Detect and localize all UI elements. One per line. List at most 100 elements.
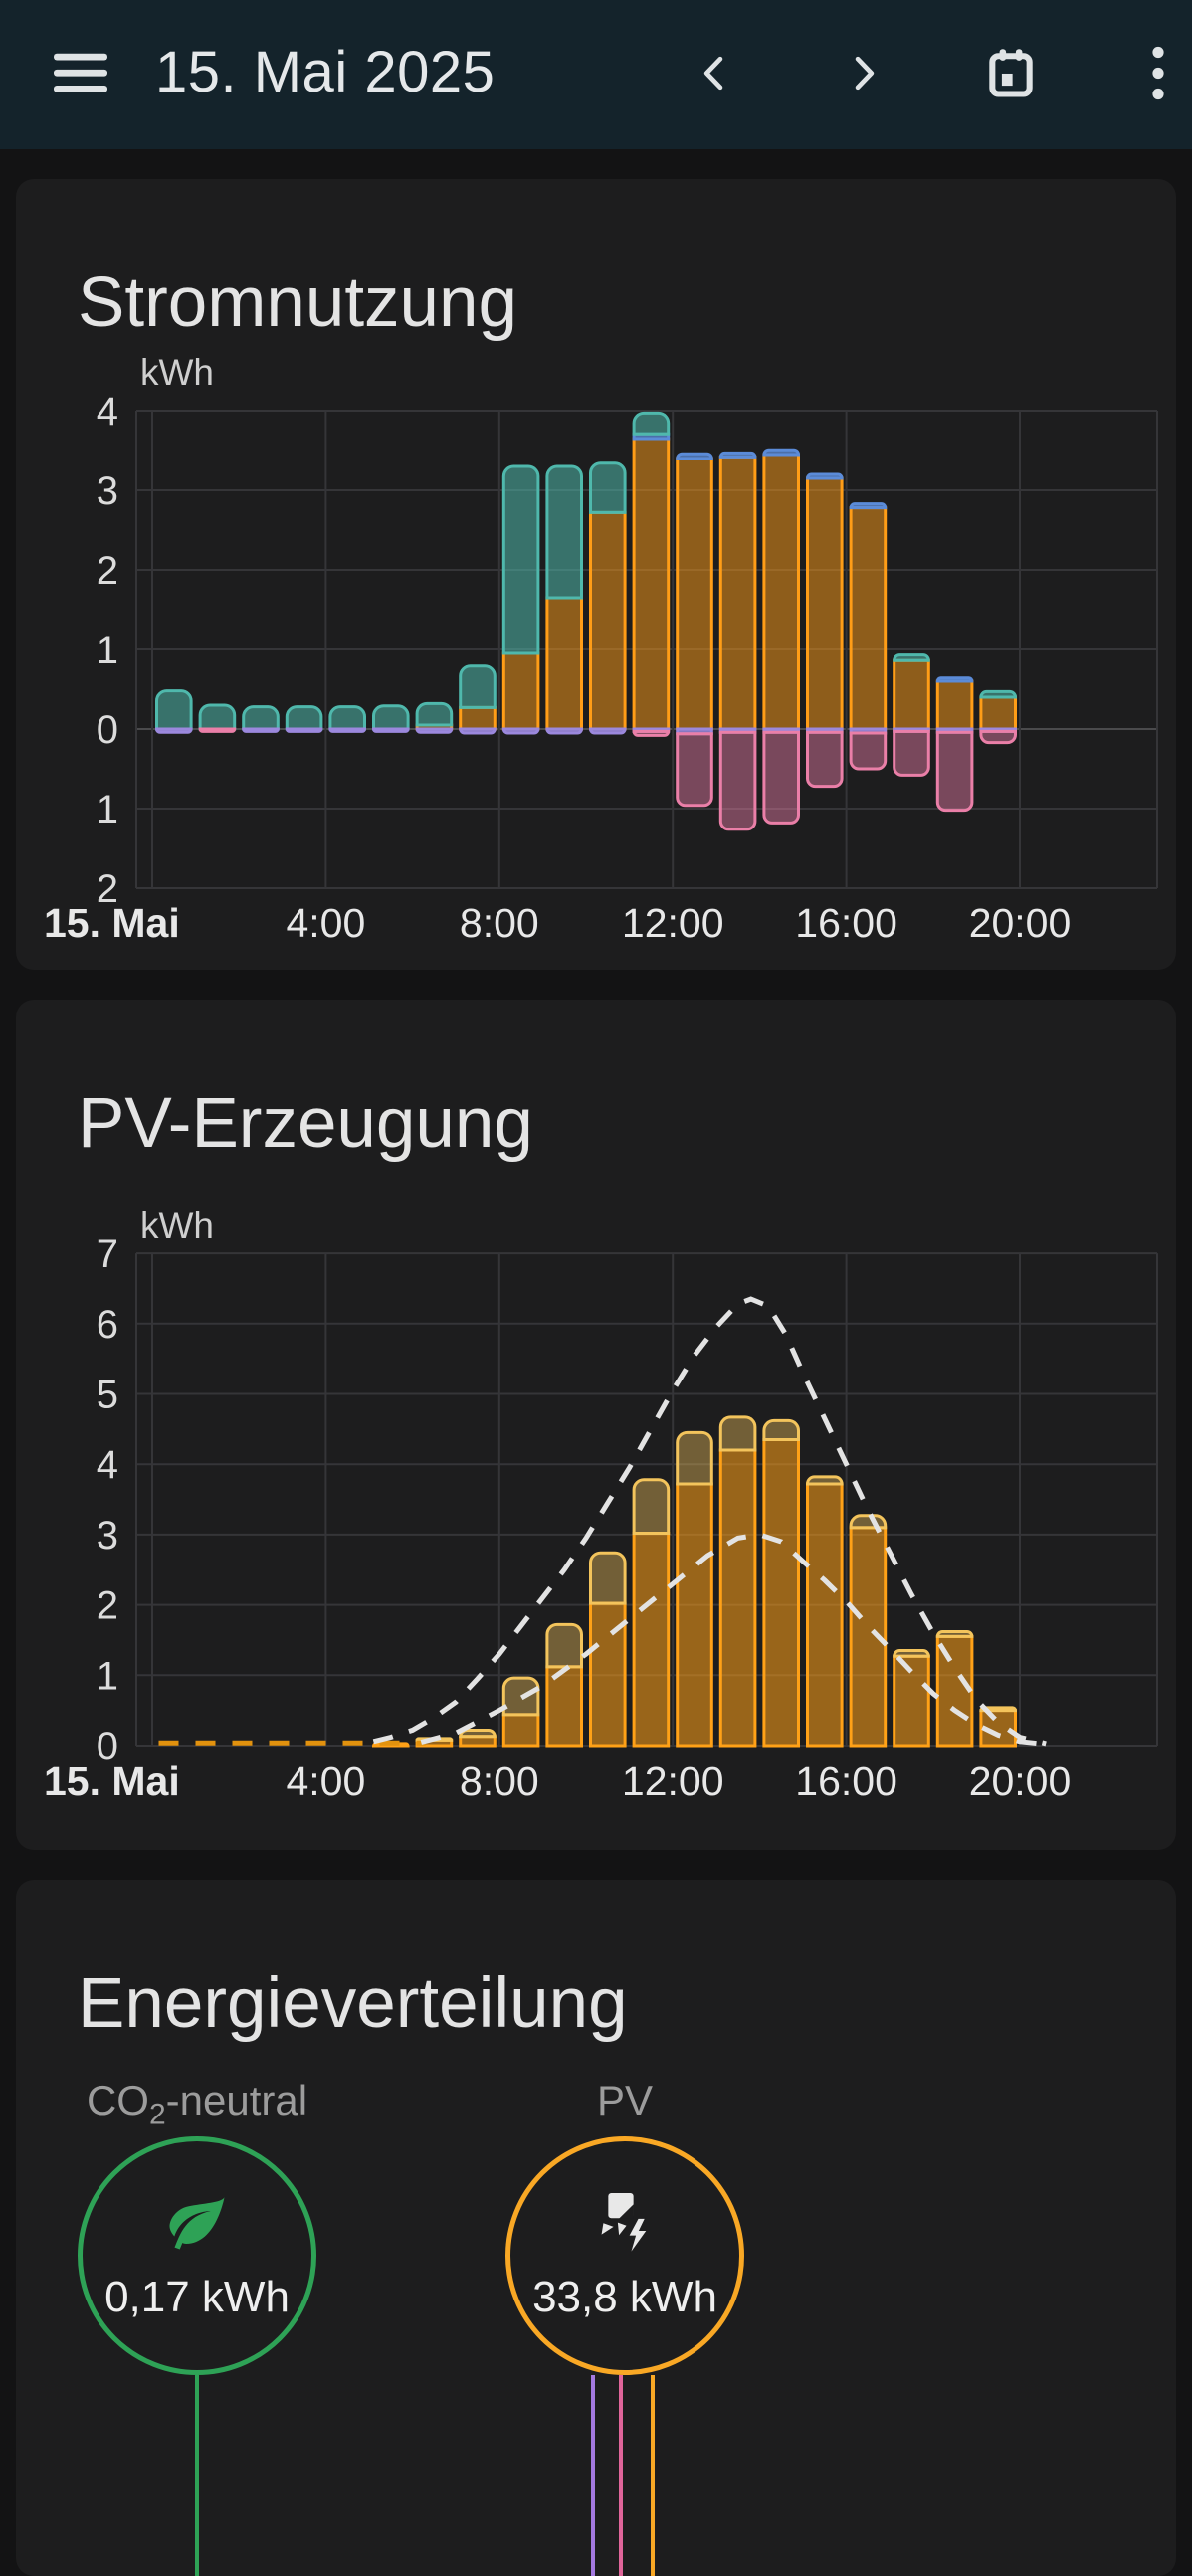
battery-charging-bar[interactable]: [415, 727, 454, 734]
battery-consumption-bar[interactable]: [632, 411, 671, 436]
x-tick-label: 8:00: [460, 900, 539, 946]
grid-return-bar[interactable]: [198, 727, 237, 733]
grid-return-bar[interactable]: [676, 732, 713, 808]
battery-consumption-bar[interactable]: [979, 689, 1018, 699]
battery-consumption-bar[interactable]: [589, 461, 627, 514]
solar-consumption-bar[interactable]: [762, 453, 800, 731]
grid-return-bar[interactable]: [718, 730, 757, 831]
battery-consumption-bar[interactable]: [893, 653, 930, 662]
battery-charging-bar[interactable]: [588, 727, 627, 735]
grid-consumption-bar[interactable]: [762, 448, 801, 457]
solar-consumption-bar[interactable]: [676, 457, 713, 731]
pv-production-2-bar[interactable]: [935, 1629, 974, 1638]
kebab-menu-icon: [1150, 45, 1166, 105]
pv-label: PV: [596, 2077, 654, 2123]
solar-consumption-bar[interactable]: [501, 651, 540, 731]
previous-day-button[interactable]: [693, 51, 738, 99]
grid-return-bar[interactable]: [762, 730, 800, 825]
pv-production-2-bar[interactable]: [762, 1418, 800, 1441]
card-title: Energieverteilung: [78, 1964, 628, 2043]
battery-consumption-bar[interactable]: [372, 704, 410, 731]
grid-consumption-bar[interactable]: [718, 451, 757, 459]
x-tick-label: 20:00: [969, 900, 1072, 946]
pv-production-1-bar[interactable]: [545, 1665, 583, 1748]
battery-charging-bar[interactable]: [459, 727, 497, 735]
pv-production-2-bar[interactable]: [545, 1622, 583, 1669]
x-tick-label: 8:00: [460, 1758, 539, 1804]
pv-production-1-bar[interactable]: [718, 1448, 757, 1748]
battery-consumption-bar[interactable]: [285, 705, 323, 731]
battery-charging-bar[interactable]: [154, 727, 193, 734]
overflow-menu-button[interactable]: [1150, 45, 1166, 105]
battery-consumption-bar[interactable]: [501, 464, 540, 655]
y-tick-label: 2: [97, 867, 118, 911]
pv-production-2-bar[interactable]: [676, 1430, 713, 1486]
pv-production-1-bar[interactable]: [762, 1437, 800, 1748]
solar-consumption-bar[interactable]: [979, 695, 1017, 731]
y-tick-label: 4: [97, 390, 118, 434]
solar-consumption-bar[interactable]: [632, 437, 671, 731]
grid-return-bar[interactable]: [632, 729, 671, 737]
menu-button[interactable]: [54, 52, 107, 98]
pv-circle: 33,8 kWh: [505, 2136, 744, 2375]
grid-return-bar[interactable]: [935, 730, 974, 813]
pv-production-2-bar[interactable]: [589, 1551, 627, 1605]
battery-charging-bar[interactable]: [242, 727, 280, 733]
battery-consumption-bar[interactable]: [242, 705, 280, 731]
app-bar: 15. Mai 2025: [0, 0, 1192, 149]
grid-consumption-bar[interactable]: [805, 472, 844, 480]
solar-consumption-bar[interactable]: [893, 658, 930, 731]
pv-forecast-total-line: [372, 1296, 1047, 1747]
date-title: 15. Mai 2025: [155, 39, 496, 104]
solar-consumption-bar[interactable]: [545, 596, 583, 731]
battery-charging-bar[interactable]: [328, 727, 367, 733]
calendar-button[interactable]: [983, 46, 1039, 104]
grid-consumption-bar[interactable]: [935, 676, 974, 683]
grid-return-bar[interactable]: [979, 729, 1017, 745]
battery-consumption-bar[interactable]: [459, 664, 497, 709]
pv-production-2-bar[interactable]: [849, 1514, 888, 1530]
y-tick-label: 2: [97, 1584, 118, 1628]
pv-production-2-bar[interactable]: [893, 1649, 930, 1658]
y-tick-label: 0: [97, 1725, 118, 1768]
battery-charging-bar[interactable]: [371, 727, 410, 733]
battery-charging-bar[interactable]: [501, 727, 540, 735]
solar-consumption-bar[interactable]: [806, 476, 844, 731]
grid-consumption-bar[interactable]: [676, 452, 713, 460]
battery-charging-bar[interactable]: [285, 727, 323, 733]
flow-line-battery: [591, 2375, 595, 2576]
solar-consumption-bar[interactable]: [718, 455, 757, 731]
grid-return-bar[interactable]: [806, 730, 844, 789]
card-title: Stromnutzung: [78, 264, 518, 342]
x-tick-label: 4:00: [286, 1758, 365, 1804]
grid-return-bar[interactable]: [893, 729, 930, 777]
battery-charging-bar[interactable]: [545, 727, 584, 735]
solar-consumption-bar[interactable]: [935, 679, 974, 731]
battery-consumption-bar[interactable]: [415, 701, 454, 727]
pv-production-2-bar[interactable]: [718, 1415, 757, 1452]
pv-production-2-bar[interactable]: [979, 1706, 1018, 1713]
electricity-usage-chart[interactable]: 4 3 2 1 0 1 2 kWh 15. Mai 4:00 8:00 12:00 16:00 20:00: [16, 179, 1176, 970]
x-tick-label: 16:00: [795, 1758, 897, 1804]
next-day-button[interactable]: [840, 51, 886, 99]
pv-production-2-bar[interactable]: [459, 1728, 497, 1739]
x-tick-label: 12:00: [622, 1758, 724, 1804]
battery-consumption-bar[interactable]: [328, 705, 366, 731]
solar-consumption-bar[interactable]: [589, 510, 627, 731]
pv-production-1-bar[interactable]: [806, 1482, 844, 1748]
grid-return-bar[interactable]: [849, 731, 888, 771]
pv-production-2-bar[interactable]: [632, 1478, 671, 1535]
battery-consumption-bar[interactable]: [545, 464, 583, 600]
solar-consumption-bar[interactable]: [849, 506, 888, 731]
grid-consumption-bar[interactable]: [849, 502, 888, 510]
pv-production-2-bar[interactable]: [805, 1475, 844, 1486]
solar-consumption-bar[interactable]: [459, 705, 497, 731]
battery-consumption-bar[interactable]: [155, 689, 193, 731]
pv-production-1-bar[interactable]: [632, 1531, 671, 1748]
pv-production-chart[interactable]: 7 6 5 4 3 2 1 0 kWh 15. Mai 4:00 8:00 12:00 16:00 20:0…: [16, 1000, 1176, 1850]
pv-production-1-bar[interactable]: [676, 1482, 713, 1748]
pv-production-1-bar[interactable]: [501, 1713, 540, 1748]
flow-line-co2: [195, 2375, 199, 2576]
battery-consumption-bar[interactable]: [198, 703, 237, 731]
y-tick-label: 6: [97, 1303, 118, 1347]
